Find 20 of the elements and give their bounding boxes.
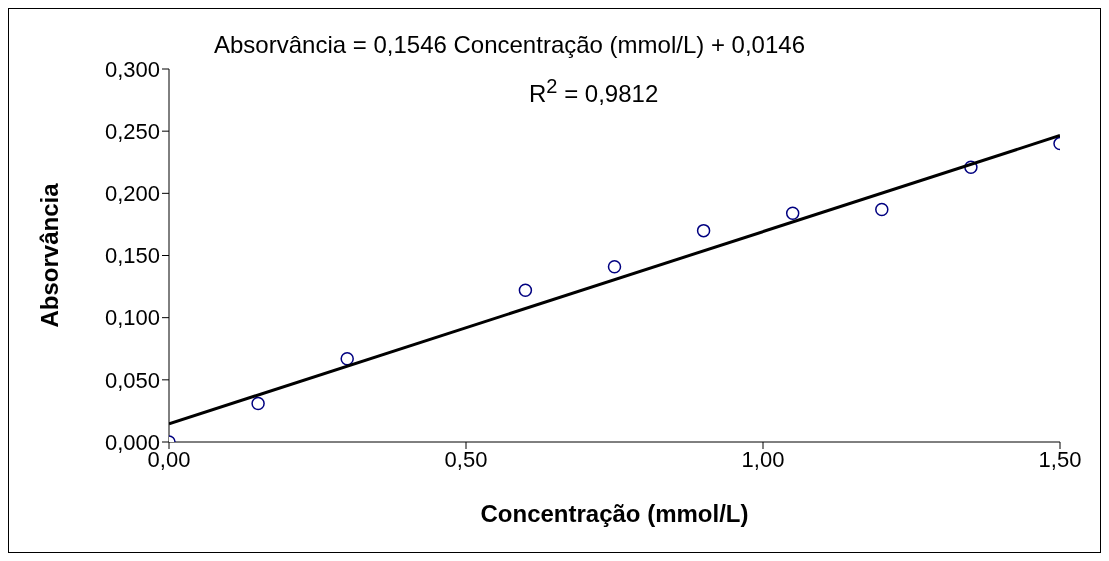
point <box>785 206 800 220</box>
point <box>518 283 533 298</box>
y-axis-title: Absorvância <box>35 182 63 328</box>
text: Absorvância = 0,1546 Concentração (mmol/L) + 0,0146 <box>214 31 806 59</box>
annotation: R$^{2}$ = 0,9812 <box>529 75 659 108</box>
y-tick-label: 0,300 <box>104 56 160 82</box>
y-tick-label: 0,150 <box>104 243 160 269</box>
x-tick-label: 1,50 <box>1038 446 1082 472</box>
y-tick-label: 0,100 <box>104 305 160 331</box>
x-tick-label: 1,00 <box>741 446 785 472</box>
y-tick-label: 0,200 <box>104 181 160 207</box>
x-axis-title: Concentração (mmol/L) <box>480 500 749 527</box>
y-tick-label: 0,250 <box>104 118 160 144</box>
x-tick-label: 0,50 <box>444 446 488 472</box>
point <box>875 202 889 217</box>
y-tick-label: 0,050 <box>104 367 160 393</box>
point <box>607 259 622 274</box>
point <box>251 396 265 411</box>
point <box>696 223 711 238</box>
point <box>340 351 354 366</box>
